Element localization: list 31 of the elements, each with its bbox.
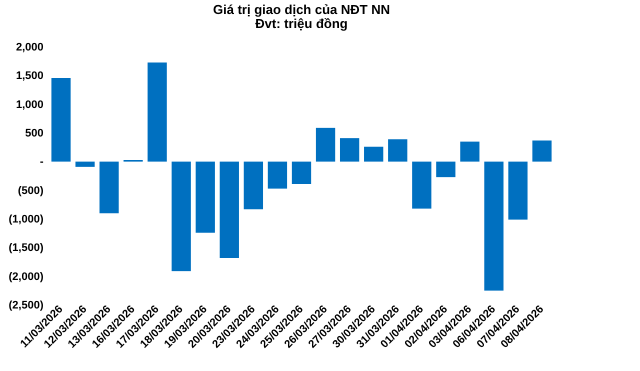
y-tick-label: (500) xyxy=(18,184,44,197)
bar xyxy=(100,162,119,214)
bar xyxy=(268,162,288,189)
y-tick-label: - xyxy=(40,156,44,168)
bar xyxy=(436,162,456,178)
bar xyxy=(51,78,71,162)
bar xyxy=(292,162,312,184)
y-tick-label: 2,000 xyxy=(16,42,44,54)
y-tick-label: 1,500 xyxy=(16,70,44,82)
bar xyxy=(364,146,384,162)
bar xyxy=(196,162,215,233)
chart-title: Giá trị giao dịch của NĐT NN xyxy=(213,2,390,17)
bar xyxy=(148,62,167,162)
y-tick-label: (1,500) xyxy=(8,242,44,254)
bar xyxy=(508,162,528,220)
bar xyxy=(532,140,552,162)
bar xyxy=(388,139,408,162)
bar xyxy=(75,162,95,167)
bar xyxy=(172,162,191,272)
y-tick-label: (2,000) xyxy=(8,270,44,283)
bar xyxy=(244,162,264,210)
chart-subtitle: Đvt: triệu đồng xyxy=(255,16,348,31)
y-tick-label: 1,000 xyxy=(16,98,44,111)
y-tick-label: 500 xyxy=(25,128,44,140)
bar xyxy=(460,142,480,162)
y-tick-label: (1,000) xyxy=(8,214,44,226)
bar xyxy=(340,138,360,162)
bar xyxy=(484,162,504,291)
bar xyxy=(412,162,432,209)
bar xyxy=(220,162,239,258)
bar xyxy=(316,128,336,162)
